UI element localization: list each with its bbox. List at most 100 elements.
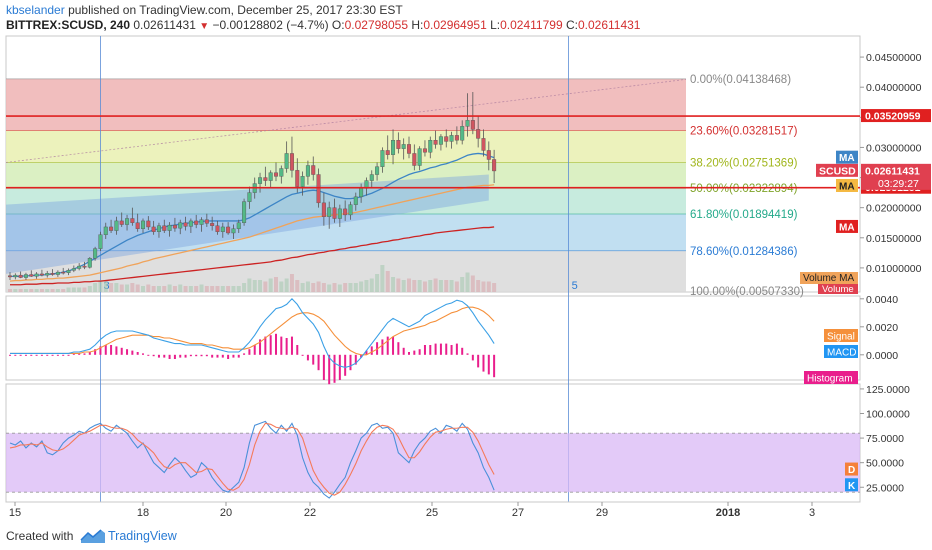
- volume-bar: [391, 277, 396, 292]
- price-axis-label: 0.01000000: [866, 263, 922, 275]
- macd-histogram-bar: [136, 352, 139, 355]
- macd-histogram-bar: [189, 354, 192, 357]
- volume-bar: [125, 284, 130, 292]
- candle-body: [231, 228, 236, 234]
- high-label: H:: [411, 18, 424, 32]
- macd-histogram-bar: [402, 347, 405, 355]
- volume-bar: [454, 281, 459, 292]
- macd-histogram-bar: [243, 353, 246, 355]
- candle: [428, 136, 433, 159]
- candle: [391, 129, 396, 165]
- candle: [39, 269, 44, 277]
- macd-line: [10, 298, 495, 368]
- current-price-badge: [861, 163, 931, 190]
- macd-histogram-bar: [232, 354, 235, 358]
- candle-body: [486, 150, 491, 160]
- candle-body: [215, 225, 220, 232]
- candle-body: [77, 265, 82, 269]
- level-price-badge-text: 0.03520959: [865, 111, 921, 123]
- candle: [492, 149, 497, 183]
- candle: [87, 257, 92, 269]
- volume-bar: [401, 280, 406, 292]
- macd-histogram-bar: [24, 354, 27, 356]
- chart-area[interactable]: 0.00%(0.04138468) 23.60%(0.03281517) 38.20…: [0, 34, 932, 524]
- ma-legend-tag-text: MA: [839, 222, 855, 233]
- candle-body: [492, 159, 497, 172]
- candle: [263, 166, 268, 186]
- volume-bar: [109, 283, 114, 292]
- candle-body: [385, 150, 390, 155]
- volume-bar: [300, 283, 305, 292]
- candle: [321, 192, 326, 226]
- macd-histogram-bar: [30, 354, 33, 356]
- candle-body: [337, 208, 342, 219]
- author-link[interactable]: kbselander: [6, 3, 65, 17]
- candle-body: [162, 225, 167, 231]
- candle: [77, 263, 82, 271]
- volume-bar: [353, 283, 358, 292]
- candle: [130, 207, 135, 226]
- macd-histogram-bar: [40, 354, 43, 356]
- volume-bar: [274, 277, 278, 292]
- volume-bar: [348, 283, 353, 292]
- signal-line: [10, 306, 495, 356]
- volume-bar: [13, 289, 18, 292]
- macd-histogram-bar: [67, 354, 70, 356]
- macd-histogram-bar: [120, 347, 123, 355]
- fib-zone: [6, 162, 686, 189]
- volume-bar: [321, 283, 326, 292]
- candle: [151, 220, 156, 235]
- macd-histogram-bar: [466, 353, 469, 355]
- countdown-text: 03:29:27: [878, 178, 919, 190]
- macd-histogram-bar: [413, 350, 416, 355]
- macd-histogram-bar: [455, 343, 458, 355]
- volume-bar: [231, 286, 236, 292]
- macd-histogram-bar: [322, 354, 325, 380]
- candle-body: [71, 268, 76, 271]
- level-price-badge: [861, 109, 931, 123]
- tradingview-brand[interactable]: TradingView: [108, 529, 177, 543]
- candle: [34, 272, 39, 279]
- tradingview-logo-icon[interactable]: [80, 528, 106, 544]
- macd-histogram-bar: [423, 345, 426, 355]
- volume-bar: [23, 289, 28, 292]
- candle-body: [109, 226, 114, 231]
- stoch-axis-label: 100.0000: [866, 409, 910, 421]
- volume-bar: [460, 277, 465, 292]
- price-axis-label: 0.04500000: [866, 52, 922, 64]
- price-axis-label: 0.03000000: [866, 142, 922, 154]
- volume-bar: [210, 286, 215, 292]
- volume-bar: [204, 286, 209, 292]
- candle: [268, 170, 273, 189]
- regression-channel: [6, 174, 489, 274]
- volume-bar: [412, 280, 417, 292]
- candle: [300, 171, 305, 196]
- footer: Created with TradingView: [0, 524, 932, 550]
- candle: [7, 272, 12, 280]
- volume-bar: [476, 280, 481, 292]
- candle-body: [130, 218, 135, 223]
- candle-body: [82, 265, 87, 268]
- volume-bar: [167, 284, 172, 292]
- macd-histogram-bar: [115, 346, 118, 355]
- macd-histogram-bar: [434, 343, 437, 355]
- macd-histogram-bar: [88, 352, 91, 355]
- candle: [295, 158, 300, 193]
- volume-bar: [481, 281, 486, 292]
- symbol-label: BITTREX:SCUSD, 240: [6, 18, 131, 32]
- fib-level-label: 78.60%(0.01284386): [690, 246, 798, 258]
- candle: [460, 120, 465, 145]
- price-axis-label: 0.02000000: [866, 203, 922, 215]
- stoch-axis-label: 50.0000: [866, 458, 904, 470]
- macd-histogram-bar: [83, 353, 86, 355]
- volume-bar: [247, 278, 252, 292]
- volume-bar: [486, 281, 491, 292]
- candle-body: [140, 220, 145, 229]
- open-label: O:: [331, 18, 345, 32]
- candle-body: [284, 153, 289, 169]
- volume-bar: [284, 278, 289, 292]
- candle-body: [327, 207, 332, 217]
- candle: [13, 273, 18, 280]
- volume-bar: [343, 283, 348, 292]
- candle: [140, 218, 145, 233]
